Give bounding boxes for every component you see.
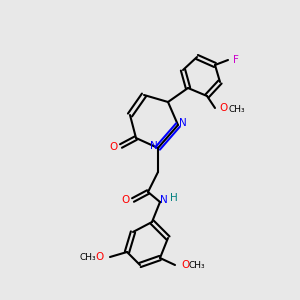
Text: O: O <box>96 252 104 262</box>
Text: CH₃: CH₃ <box>229 106 245 115</box>
Text: CH₃: CH₃ <box>189 260 205 269</box>
Text: N: N <box>150 141 158 151</box>
Text: CH₃: CH₃ <box>80 253 96 262</box>
Text: H: H <box>170 193 178 203</box>
Text: N: N <box>160 195 168 205</box>
Text: O: O <box>181 260 189 270</box>
Text: O: O <box>219 103 227 113</box>
Text: F: F <box>233 55 239 65</box>
Text: O: O <box>109 142 117 152</box>
Text: N: N <box>179 118 187 128</box>
Text: O: O <box>121 195 129 205</box>
